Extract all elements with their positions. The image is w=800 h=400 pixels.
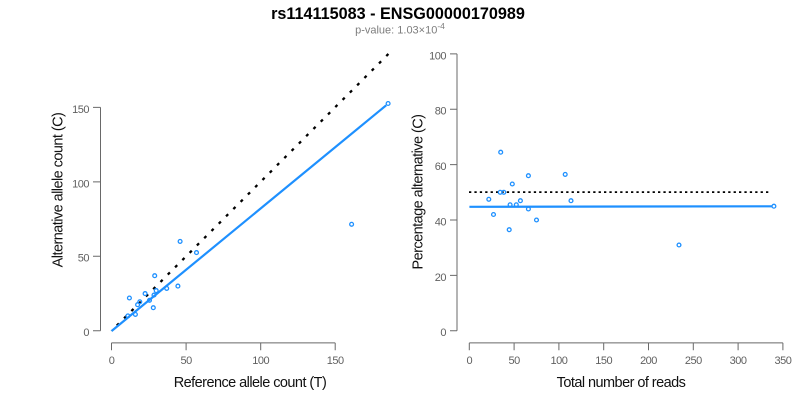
svg-text:100: 100 bbox=[72, 178, 89, 190]
svg-text:150: 150 bbox=[595, 355, 612, 367]
svg-text:0: 0 bbox=[109, 355, 115, 367]
svg-text:p-value: 1.03×10-4: p-value: 1.03×10-4 bbox=[355, 21, 445, 37]
svg-text:Total number of reads: Total number of reads bbox=[557, 375, 686, 391]
svg-text:200: 200 bbox=[640, 355, 657, 367]
svg-text:Reference allele count (T): Reference allele count (T) bbox=[174, 375, 327, 391]
svg-text:100: 100 bbox=[252, 355, 269, 367]
svg-text:0: 0 bbox=[440, 327, 446, 339]
svg-text:150: 150 bbox=[72, 104, 89, 116]
svg-text:60: 60 bbox=[435, 161, 447, 173]
svg-text:40: 40 bbox=[435, 216, 447, 228]
svg-text:rs114115083 - ENSG00000170989: rs114115083 - ENSG00000170989 bbox=[271, 5, 525, 23]
svg-text:0: 0 bbox=[466, 355, 472, 367]
svg-text:50: 50 bbox=[180, 355, 192, 367]
svg-text:80: 80 bbox=[435, 106, 447, 118]
svg-text:Percentage alternative (C): Percentage alternative (C) bbox=[411, 115, 427, 270]
svg-text:350: 350 bbox=[774, 355, 791, 367]
svg-text:50: 50 bbox=[78, 253, 90, 265]
svg-text:150: 150 bbox=[327, 355, 344, 367]
svg-text:50: 50 bbox=[508, 355, 520, 367]
svg-text:20: 20 bbox=[435, 272, 447, 284]
svg-text:Alternative allele count (C): Alternative allele count (C) bbox=[51, 113, 67, 268]
svg-text:250: 250 bbox=[685, 355, 702, 367]
svg-text:100: 100 bbox=[429, 50, 446, 62]
svg-text:0: 0 bbox=[83, 327, 89, 339]
svg-text:100: 100 bbox=[550, 355, 567, 367]
svg-text:300: 300 bbox=[730, 355, 747, 367]
